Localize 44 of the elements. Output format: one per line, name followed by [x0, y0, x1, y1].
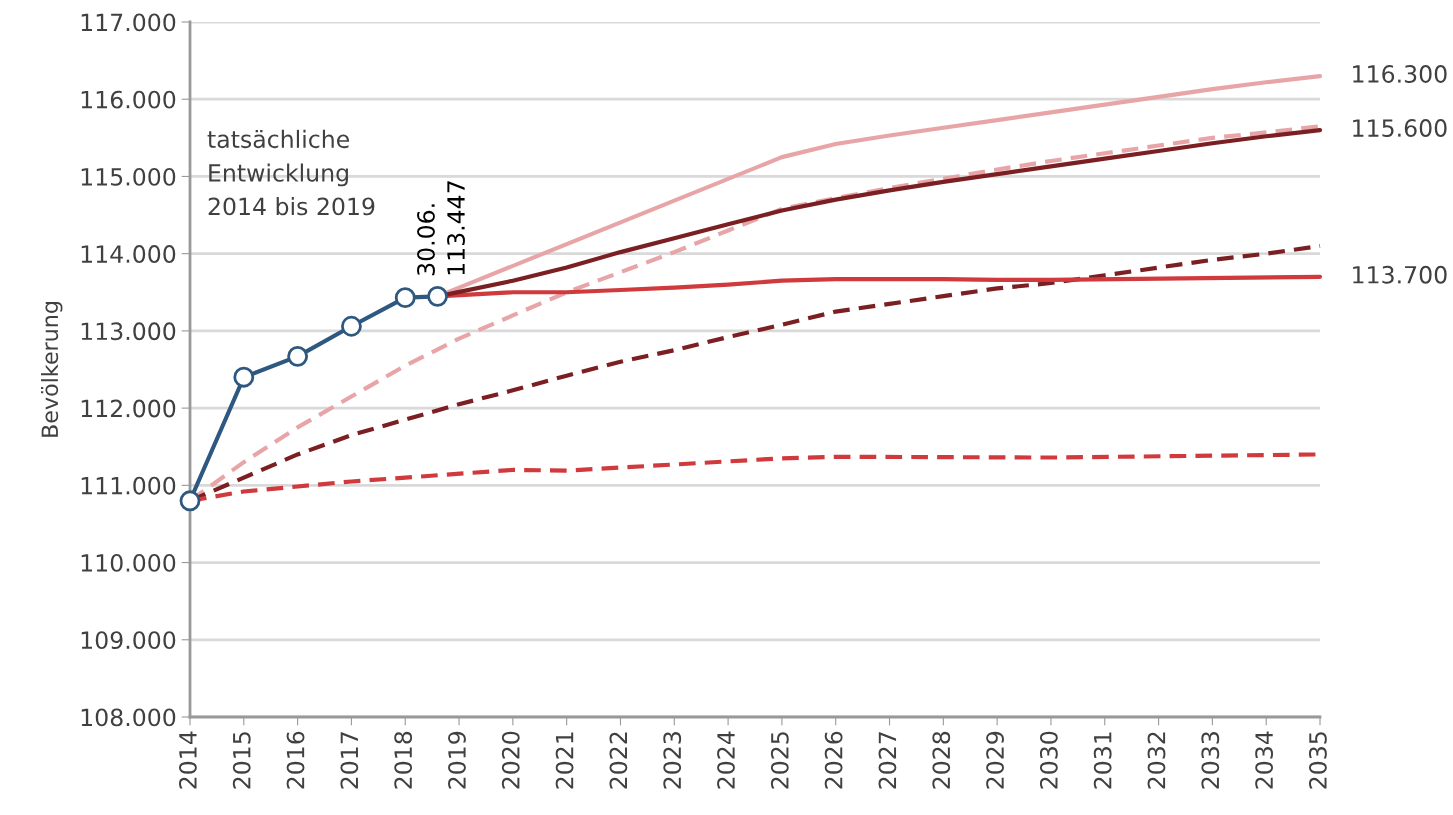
x-tick-label: 2025 — [770, 732, 789, 789]
point — [287, 345, 309, 367]
point — [179, 490, 201, 512]
x-tick-label: 2023 — [663, 732, 682, 789]
point — [427, 285, 448, 307]
x-tick-label: 2034 — [1255, 731, 1274, 789]
x-tick-label: 2024 — [717, 731, 735, 789]
x-tick-label: 2018 — [394, 731, 413, 789]
y-tick-label: 117.000 — [81, 13, 176, 32]
point — [394, 287, 416, 309]
x-tick-label: 2029 — [986, 731, 1004, 789]
x-tick-label: 2026 — [824, 731, 843, 789]
data-label: 116.300 — [1353, 65, 1447, 83]
y-tick-label: 109.000 — [81, 631, 176, 650]
x-tick-label: 2031 — [1093, 732, 1112, 789]
x-tick-label: 2015 — [232, 732, 251, 789]
x-tick-label: 2027 — [878, 732, 897, 789]
y-tick-label: 111.000 — [81, 476, 176, 495]
y-tick-label: 110.000 — [81, 554, 176, 572]
x-tick-label: 2019 — [448, 731, 466, 789]
point — [341, 315, 362, 337]
annotation: 30.06. 113.447 — [417, 181, 465, 276]
x-tick-label: 2030 — [1039, 731, 1058, 789]
x-tick-label: 2032 — [1147, 732, 1166, 789]
y-axis-title: Bevölkerung — [40, 302, 63, 437]
data-label: 115.600 — [1353, 119, 1447, 137]
x-tick-label: 2028 — [932, 731, 951, 789]
y-tick-label: 115.000 — [81, 167, 176, 186]
x-tick-label: 2020 — [501, 731, 520, 789]
x-tick-label: 2022 — [609, 732, 628, 789]
y-tick-label: 113.000 — [81, 322, 176, 341]
x-tick-label: 2016 — [286, 731, 305, 789]
point — [233, 366, 255, 388]
data-label: 113.700 — [1353, 265, 1447, 284]
x-tick-label: 2017 — [340, 732, 359, 789]
x-tick-label: 2035 — [1308, 732, 1327, 789]
y-tick-label: 116.000 — [81, 90, 176, 109]
x-tick-label: 2033 — [1201, 732, 1220, 789]
x-tick-label: 2021 — [555, 732, 574, 789]
x-tick-label: 2014 — [178, 731, 197, 789]
y-tick-label: 114.000 — [81, 245, 176, 263]
y-tick-label: 112.000 — [81, 399, 176, 418]
annotation: tatsächliche Entwicklung 2014 bis 2019 — [207, 129, 375, 216]
y-tick-label: 108.000 — [81, 708, 176, 727]
